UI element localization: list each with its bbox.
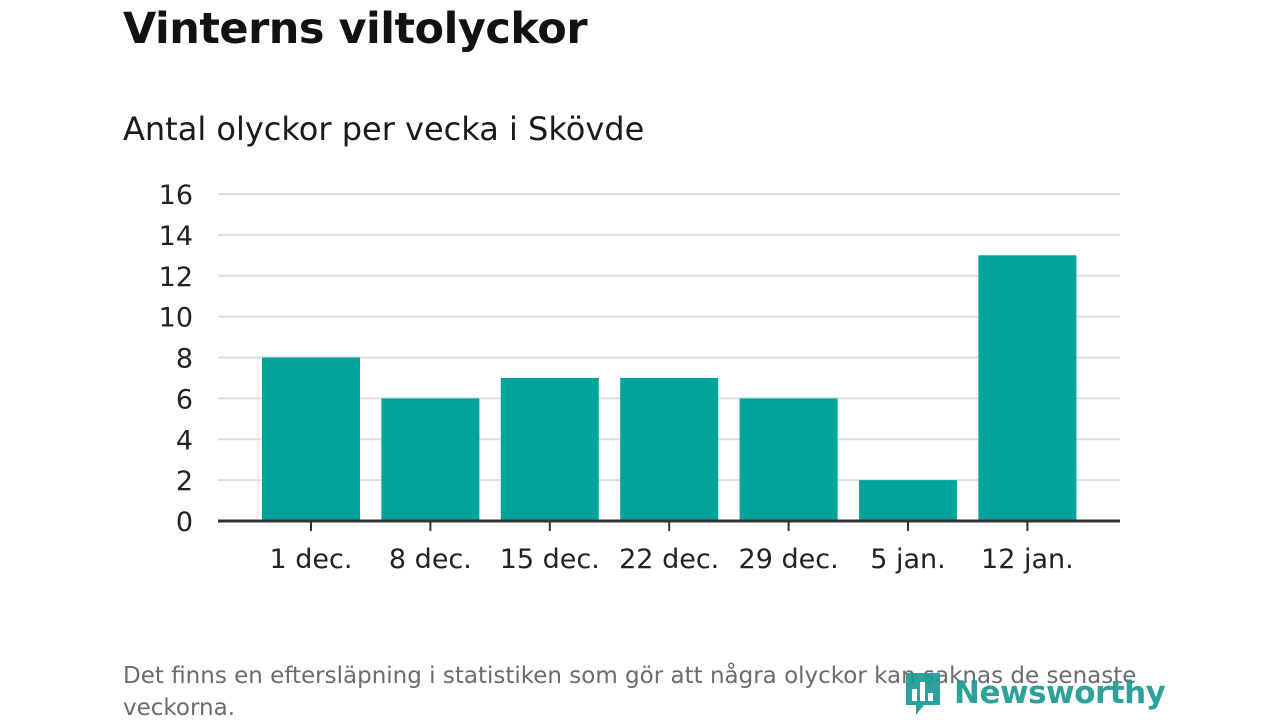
x-axis: 1 dec. 8 dec. 15 dec. 22 dec. 29 dec. 5 jan. 1… — [218, 519, 1120, 575]
x-tick-label: 5 jan. — [870, 544, 946, 575]
footnote: Det finns en eftersläpning i statistiken… — [123, 663, 1137, 721]
x-tick-label: 1 dec. — [270, 544, 353, 575]
bar — [500, 377, 599, 521]
bar — [381, 398, 480, 521]
newsworthy-logo-icon — [906, 673, 940, 715]
x-tick-label: 12 jan. — [981, 544, 1074, 575]
x-tick-label: 22 dec. — [619, 544, 719, 575]
y-tick-label: 2 — [176, 466, 193, 497]
x-tick-label: 15 dec. — [500, 544, 600, 575]
y-tick-label: 6 — [176, 384, 193, 415]
bar-chart: 0 2 4 6 8 10 12 14 16 1 dec. 8 dec. 15 dec. 22 dec.… — [159, 180, 1120, 575]
bar — [859, 480, 957, 521]
y-tick-label: 0 — [176, 507, 193, 538]
bars — [262, 255, 1077, 521]
y-tick-label: 10 — [159, 303, 193, 334]
y-tick-label: 16 — [159, 180, 193, 211]
x-tick-label: 8 dec. — [389, 544, 472, 575]
chart-subtitle: Antal olyckor per vecka i Skövde — [123, 110, 645, 148]
newsworthy-logo-text: Newsworthy — [954, 675, 1166, 711]
bar — [978, 255, 1077, 521]
y-axis-ticks: 0 2 4 6 8 10 12 14 16 — [159, 180, 193, 538]
bar — [620, 377, 719, 521]
x-tick-label: 29 dec. — [739, 544, 839, 575]
y-tick-label: 8 — [176, 344, 193, 375]
y-tick-label: 12 — [159, 262, 193, 293]
bar — [262, 357, 360, 521]
newsworthy-logo: Newsworthy — [902, 668, 1166, 718]
bar — [739, 398, 838, 521]
y-tick-label: 14 — [159, 221, 193, 252]
chart-title: Vinterns viltolyckor — [123, 4, 588, 54]
y-tick-label: 4 — [176, 425, 193, 456]
